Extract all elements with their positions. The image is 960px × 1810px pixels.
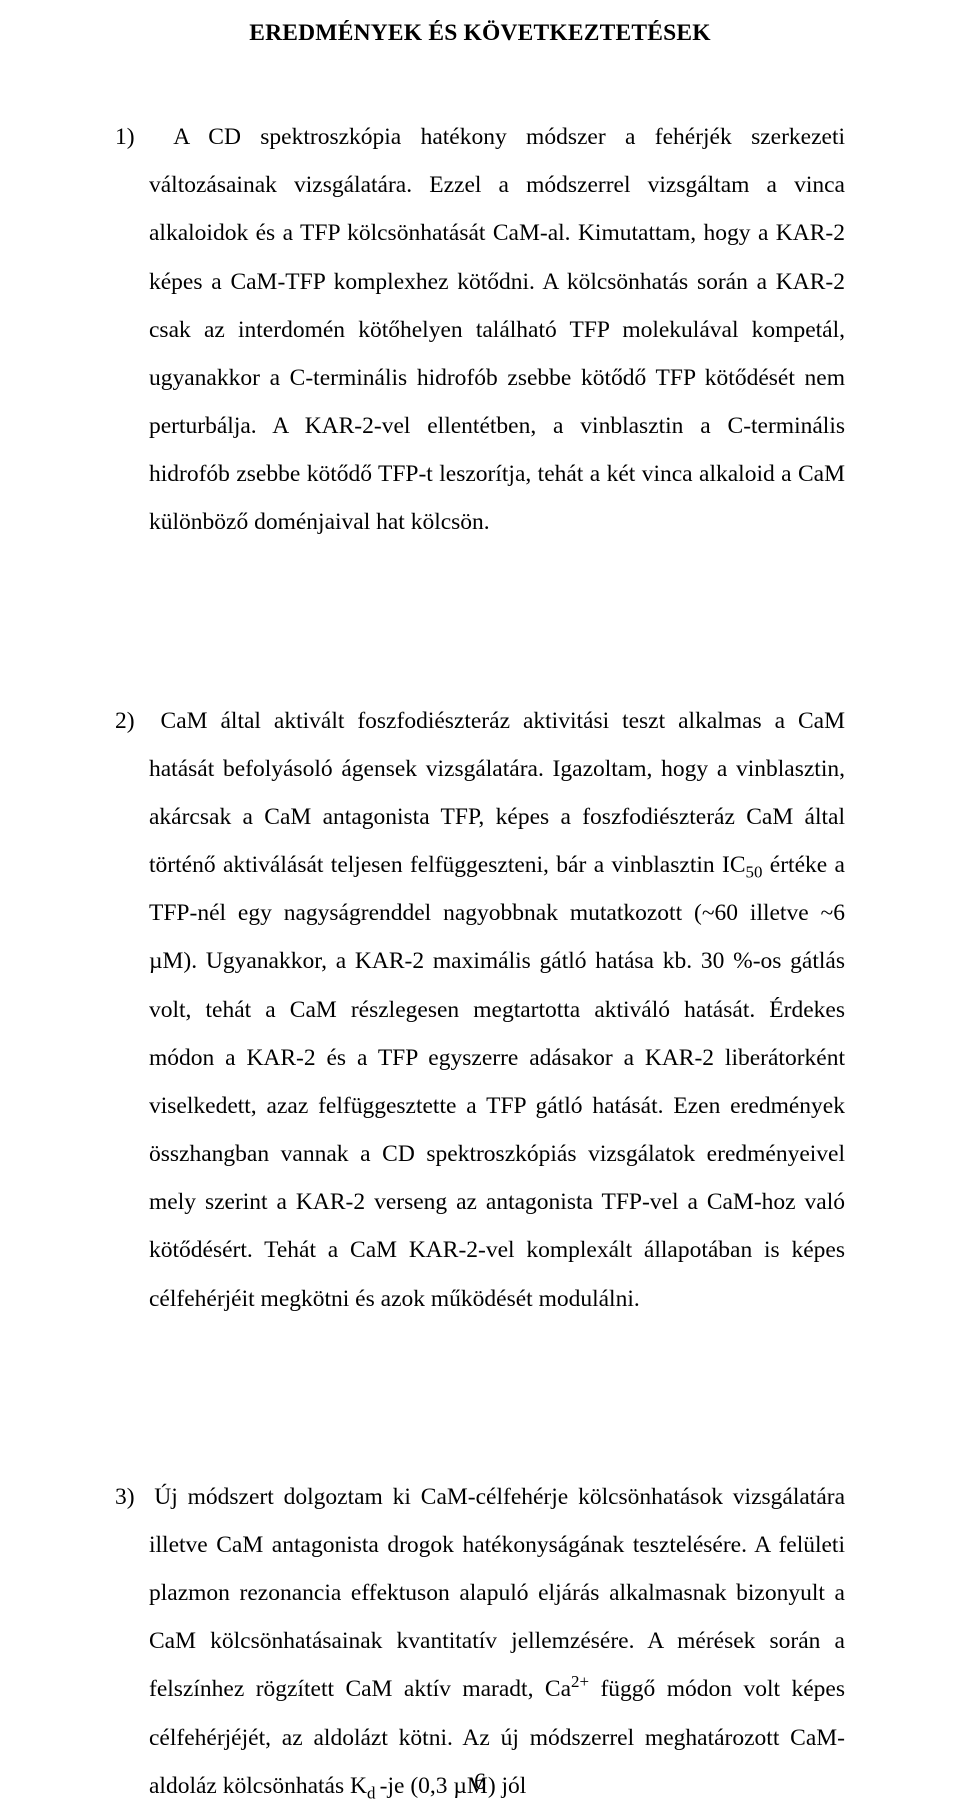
superscript-ca2plus: 2+ (571, 1673, 589, 1692)
page-title: EREDMÉNYEK ÉS KÖVETKEZTETÉSEK (115, 20, 845, 47)
paragraph-2: 2) CaM által aktivált foszfodiészteráz a… (115, 697, 845, 1323)
paragraph-3-text-a: Új módszert dolgoztam ki CaM-célfehérje … (149, 1484, 845, 1703)
item-number-3: 3) (115, 1484, 135, 1510)
page-number: 6 (0, 1769, 960, 1796)
subscript-ic50: 50 (746, 863, 763, 882)
item-number-1: 1) (115, 124, 135, 150)
paragraph-3: 3) Új módszert dolgoztam ki CaM-célfehér… (115, 1473, 845, 1810)
page-container: EREDMÉNYEK ÉS KÖVETKEZTETÉSEK 1) A CD sp… (0, 0, 960, 1810)
paragraph-2-text-b: értéke a TFP-nél egy nagyságrenddel nagy… (149, 852, 845, 1312)
paragraph-1: 1) A CD spektroszkópia hatékony módszer … (115, 113, 845, 547)
paragraph-1-text: A CD spektroszkópia hatékony módszer a f… (149, 124, 845, 535)
paragraph-2-text-a: CaM által aktivált foszfodiészteráz akti… (149, 708, 845, 879)
item-number-2: 2) (115, 708, 135, 734)
